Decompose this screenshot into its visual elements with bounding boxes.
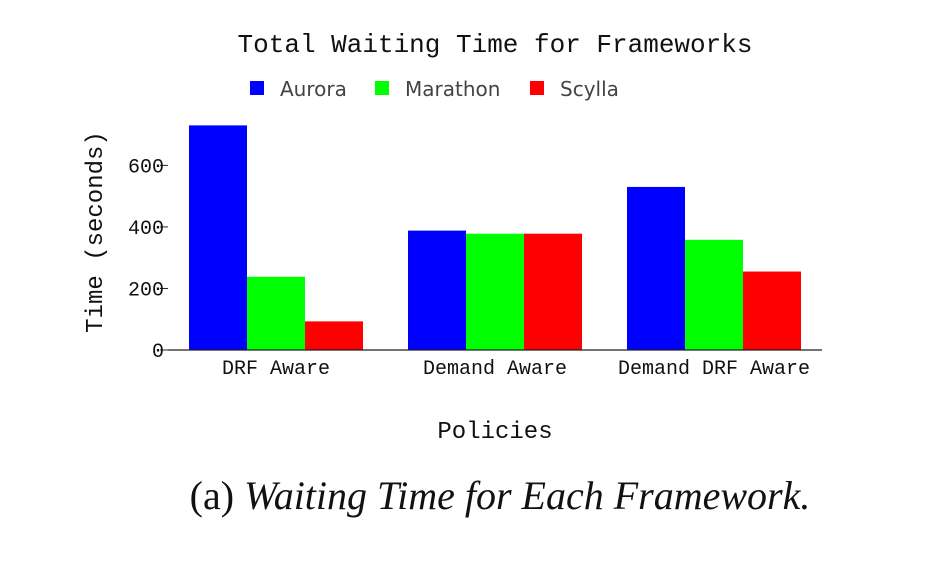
axes: 0 200 400 600 DRF Aware Demand Aware Demand DR… bbox=[128, 156, 822, 381]
legend-label-aurora: Aurora bbox=[280, 77, 347, 101]
bar-aurora-demand-drf-aware bbox=[627, 186, 685, 350]
legend: Aurora Marathon Scylla bbox=[250, 77, 619, 101]
bar-chart: Total Waiting Time for Frameworks Aurora… bbox=[83, 30, 822, 446]
bar-aurora-demand-aware bbox=[408, 230, 466, 350]
bar-scylla-demand-aware bbox=[524, 233, 582, 350]
legend-swatch-aurora bbox=[250, 81, 264, 95]
x-axis-label: Policies bbox=[437, 419, 552, 446]
caption-text: Waiting Time for Each Framework. bbox=[244, 473, 811, 518]
legend-swatch-scylla bbox=[530, 81, 544, 95]
bar-marathon-demand-drf-aware bbox=[685, 239, 743, 350]
bar-scylla-demand-drf-aware bbox=[743, 271, 801, 350]
legend-label-scylla: Scylla bbox=[560, 77, 619, 101]
x-tick-label: DRF Aware bbox=[222, 358, 330, 381]
bar-aurora-drf-aware bbox=[189, 125, 247, 350]
bar-marathon-demand-aware bbox=[466, 233, 524, 350]
bars-group bbox=[189, 125, 801, 350]
x-tick-label: Demand Aware bbox=[423, 358, 567, 381]
y-tick-label: 200 bbox=[128, 279, 164, 302]
y-tick-label: 400 bbox=[128, 218, 164, 241]
x-tick-label: Demand DRF Aware bbox=[618, 358, 810, 381]
y-axis-label: Time (seconds) bbox=[83, 131, 110, 333]
legend-swatch-marathon bbox=[375, 81, 389, 95]
figure-caption: (a) Waiting Time for Each Framework. bbox=[0, 472, 928, 519]
y-tick-label: 0 bbox=[152, 341, 164, 364]
y-tick-label: 600 bbox=[128, 156, 164, 179]
legend-label-marathon: Marathon bbox=[405, 77, 500, 101]
bar-scylla-drf-aware bbox=[305, 321, 363, 350]
caption-label: (a) bbox=[189, 473, 235, 518]
bar-marathon-drf-aware bbox=[247, 276, 305, 350]
chart-title: Total Waiting Time for Frameworks bbox=[238, 30, 753, 60]
